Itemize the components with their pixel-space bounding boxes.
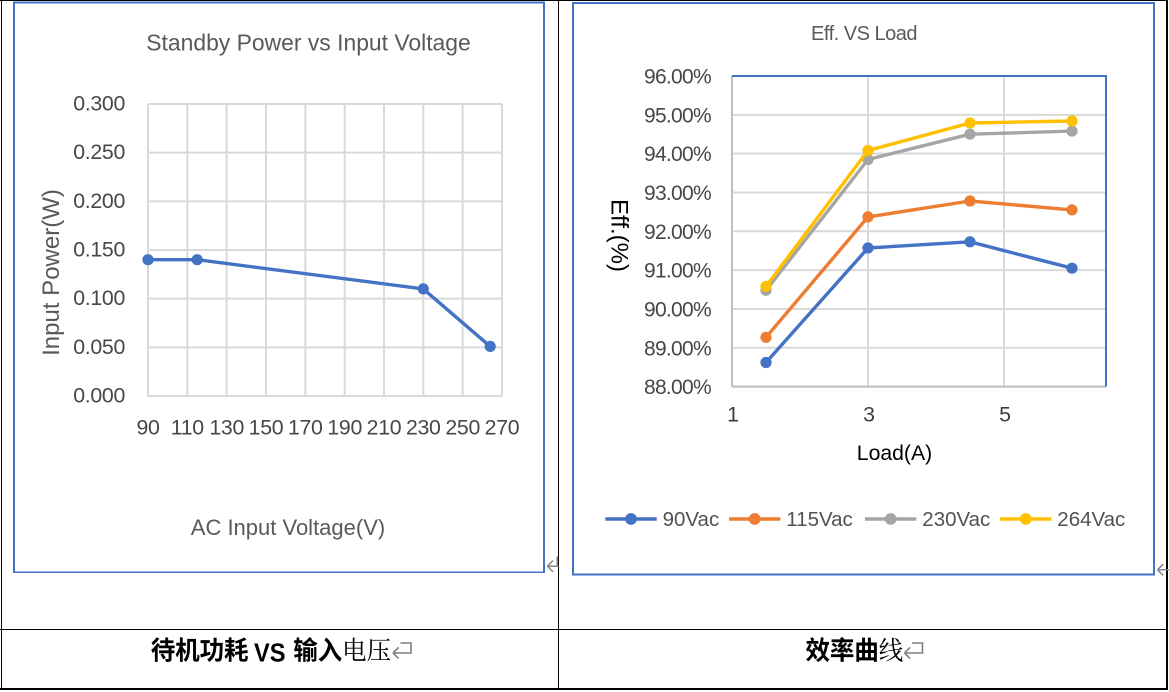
svg-text:230Vac: 230Vac <box>922 508 990 531</box>
svg-text:3: 3 <box>863 403 875 427</box>
svg-text:94.00%: 94.00% <box>644 143 711 166</box>
svg-text:89.00%: 89.00% <box>644 337 711 360</box>
svg-text:AC Input Voltage(V): AC Input Voltage(V) <box>191 515 385 540</box>
svg-text:264Vac: 264Vac <box>1057 508 1125 531</box>
svg-text:96.00%: 96.00% <box>644 66 711 89</box>
svg-text:Load(A): Load(A) <box>857 442 932 465</box>
svg-text:Eff. VS Load: Eff. VS Load <box>811 23 917 45</box>
svg-text:92.00%: 92.00% <box>644 221 711 244</box>
svg-text:1: 1 <box>727 403 739 427</box>
svg-text:0.100: 0.100 <box>73 286 125 310</box>
svg-text:93.00%: 93.00% <box>644 182 711 205</box>
svg-text:88.00%: 88.00% <box>644 376 711 399</box>
svg-text:210: 210 <box>367 416 402 440</box>
svg-text:190: 190 <box>327 416 362 440</box>
svg-text:90.00%: 90.00% <box>644 299 711 322</box>
svg-text:Standby Power vs Input Voltage: Standby Power vs Input Voltage <box>146 30 471 56</box>
svg-text:115Vac: 115Vac <box>786 508 853 531</box>
svg-text:90: 90 <box>136 416 160 440</box>
svg-text:270: 270 <box>485 416 520 440</box>
svg-text:5: 5 <box>999 403 1011 427</box>
svg-text:95.00%: 95.00% <box>644 104 711 127</box>
svg-text:250: 250 <box>445 416 480 440</box>
svg-text:130: 130 <box>209 416 244 440</box>
svg-text:90Vac: 90Vac <box>663 508 720 531</box>
svg-text:0.300: 0.300 <box>73 92 125 116</box>
svg-text:VS: VS <box>254 637 286 667</box>
svg-text:0.000: 0.000 <box>73 384 125 408</box>
svg-text:91.00%: 91.00% <box>644 260 711 283</box>
svg-text:110: 110 <box>171 416 205 440</box>
svg-text:230: 230 <box>406 416 441 440</box>
svg-text:0.200: 0.200 <box>73 189 125 213</box>
svg-text:Input Power(W): Input Power(W) <box>38 189 65 356</box>
svg-text:Eff.(%): Eff.(%) <box>606 199 633 272</box>
svg-text:150: 150 <box>249 416 284 440</box>
svg-text:0.050: 0.050 <box>73 335 125 359</box>
svg-text:170: 170 <box>288 416 323 440</box>
svg-text:0.250: 0.250 <box>73 140 125 164</box>
svg-text:0.150: 0.150 <box>73 238 125 262</box>
